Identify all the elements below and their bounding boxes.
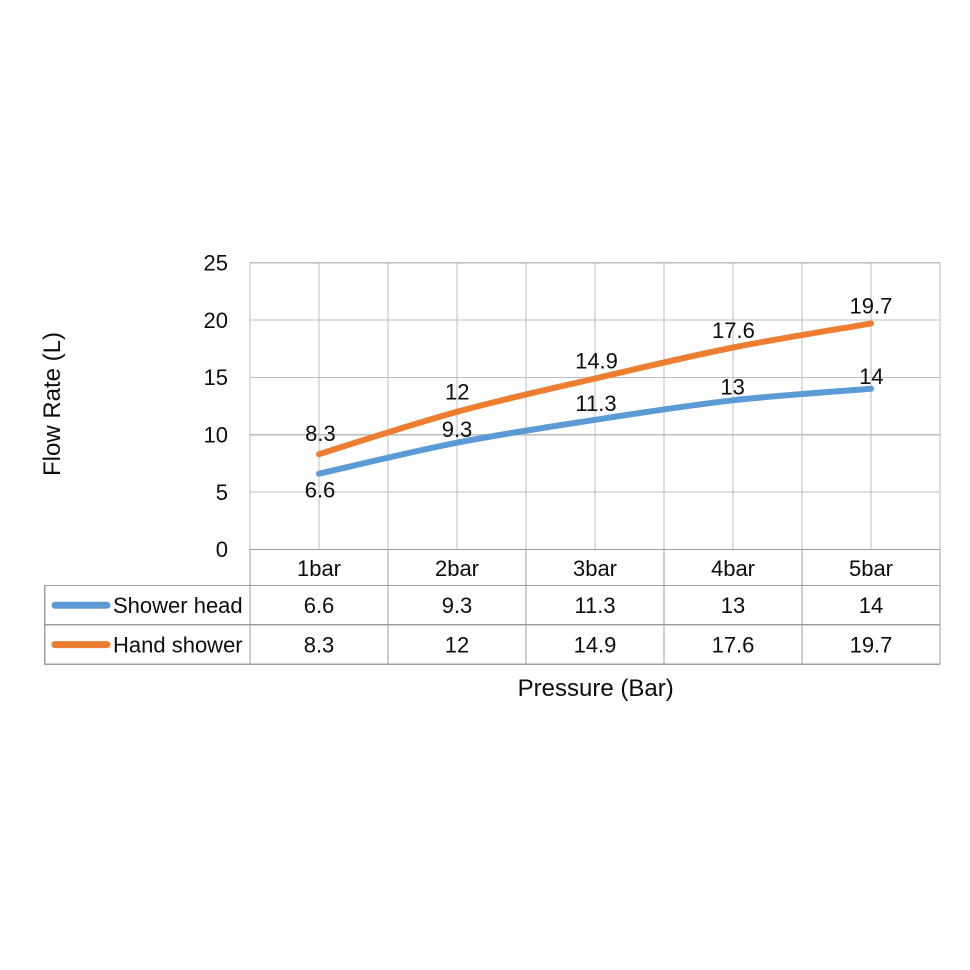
svg-text:14.9: 14.9 bbox=[574, 632, 617, 657]
svg-text:2bar: 2bar bbox=[435, 556, 479, 581]
svg-text:14.9: 14.9 bbox=[575, 348, 618, 373]
svg-text:3bar: 3bar bbox=[573, 556, 617, 581]
svg-text:14: 14 bbox=[859, 364, 883, 389]
svg-text:9.3: 9.3 bbox=[442, 417, 473, 442]
svg-text:5bar: 5bar bbox=[849, 556, 893, 581]
svg-text:Pressure (Bar): Pressure (Bar) bbox=[518, 675, 674, 702]
svg-text:14: 14 bbox=[859, 593, 883, 618]
svg-text:8.3: 8.3 bbox=[304, 632, 335, 657]
svg-text:13: 13 bbox=[721, 593, 745, 618]
svg-text:17.6: 17.6 bbox=[712, 632, 755, 657]
svg-text:12: 12 bbox=[445, 632, 469, 657]
svg-text:15: 15 bbox=[204, 365, 228, 390]
svg-text:5: 5 bbox=[216, 480, 228, 505]
svg-text:4bar: 4bar bbox=[711, 556, 755, 581]
svg-text:10: 10 bbox=[204, 423, 228, 448]
svg-text:12: 12 bbox=[445, 380, 469, 405]
svg-text:25: 25 bbox=[204, 251, 228, 276]
svg-text:19.7: 19.7 bbox=[849, 293, 892, 318]
svg-text:11.3: 11.3 bbox=[574, 593, 615, 618]
svg-text:Flow Rate (L): Flow Rate (L) bbox=[39, 332, 66, 476]
svg-text:20: 20 bbox=[204, 308, 228, 333]
svg-text:11.3: 11.3 bbox=[575, 391, 616, 416]
svg-text:19.7: 19.7 bbox=[850, 632, 893, 657]
svg-text:8.3: 8.3 bbox=[305, 421, 336, 446]
svg-text:Shower head: Shower head bbox=[113, 593, 243, 618]
svg-text:13: 13 bbox=[720, 375, 744, 400]
svg-text:17.6: 17.6 bbox=[712, 318, 755, 343]
svg-text:1bar: 1bar bbox=[297, 556, 341, 581]
svg-text:Hand shower: Hand shower bbox=[113, 632, 243, 657]
svg-text:0: 0 bbox=[216, 537, 228, 562]
svg-text:9.3: 9.3 bbox=[442, 593, 473, 618]
svg-text:6.6: 6.6 bbox=[304, 593, 335, 618]
svg-text:6.6: 6.6 bbox=[305, 478, 336, 503]
